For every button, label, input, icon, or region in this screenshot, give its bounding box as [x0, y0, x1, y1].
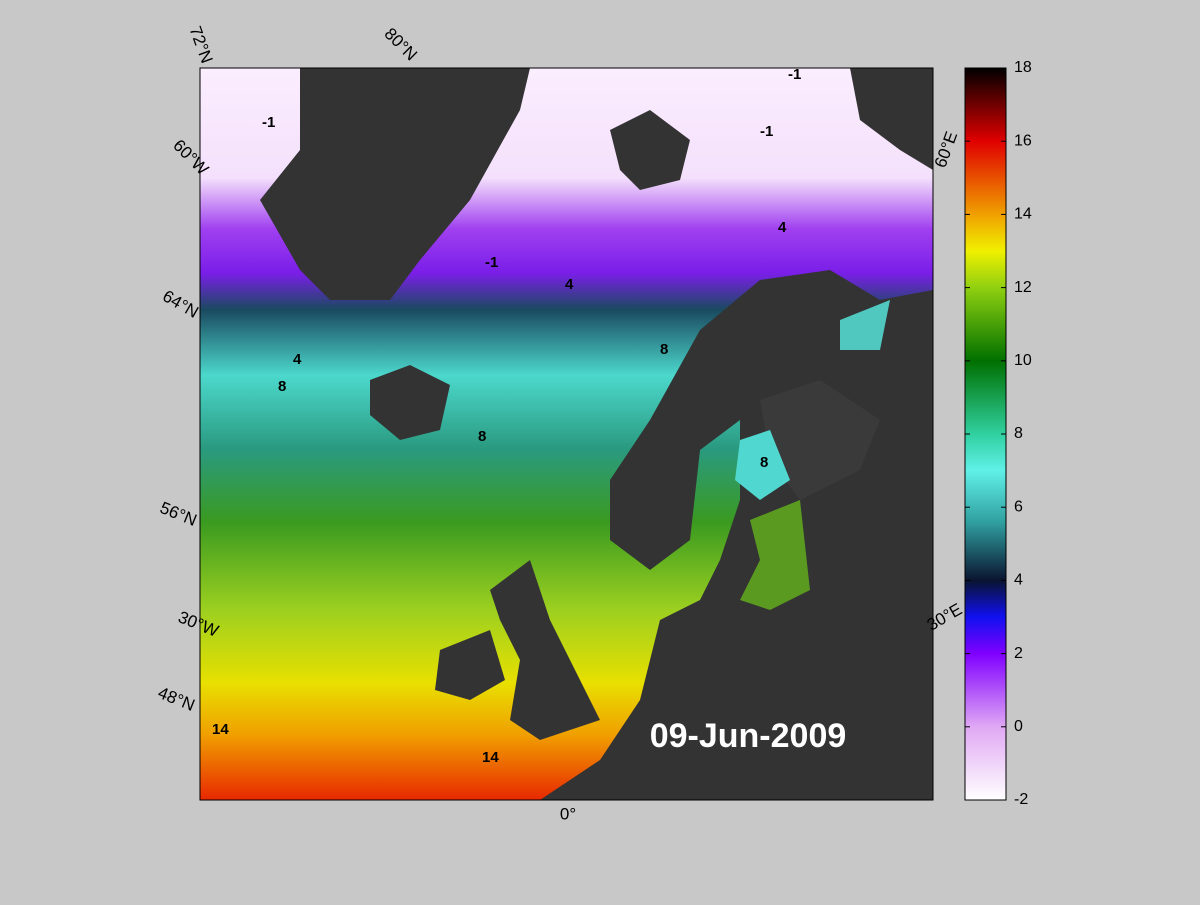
contour-label: 8: [478, 428, 486, 445]
contour-label: 14: [212, 721, 229, 738]
colorbar-tick-label: 6: [1014, 498, 1023, 515]
colorbar-tick-label: 2: [1014, 645, 1023, 662]
graticule-label: 80°N: [381, 24, 421, 64]
colorbar-tick-label: 12: [1014, 279, 1032, 296]
colorbar-tick-label: 16: [1014, 132, 1032, 149]
graticule-label: 60°E: [931, 129, 962, 170]
contour-label: 4: [293, 351, 302, 368]
contour-label: -1: [788, 66, 801, 83]
map: [200, 68, 933, 800]
map-frame: [199, 67, 934, 801]
white-sea: [840, 300, 890, 350]
contour-label: 8: [278, 378, 286, 395]
ireland: [435, 630, 505, 700]
colorbar-tick-label: 14: [1014, 206, 1032, 223]
colorbar-tick-label: 4: [1014, 572, 1023, 589]
gulf-of-bothnia: [735, 430, 790, 500]
contour-label: -1: [485, 254, 498, 271]
baltic-sea: [740, 500, 810, 610]
contour-labels: -1 -1 -1 -1 4 4 4 8 8 8 8 14 14: [212, 66, 801, 766]
colorbar-tick-label: 18: [1014, 59, 1032, 76]
great-britain: [490, 560, 600, 740]
colorbar-tick-label: 8: [1014, 425, 1023, 442]
colorbar-tick-label: 10: [1014, 352, 1032, 369]
colorbar-tick-label: -2: [1014, 791, 1028, 808]
graticule-label: 72°N: [186, 24, 217, 66]
contour-label: 4: [778, 219, 787, 236]
svalbard: [610, 110, 690, 190]
contour-label: 8: [760, 454, 768, 471]
iceland: [370, 365, 450, 440]
graticule-label: 0°: [560, 804, 576, 823]
contour-label: -1: [760, 123, 773, 140]
contour-label: -1: [262, 114, 275, 131]
graticule-label: 56°N: [157, 498, 199, 530]
contour-label: 8: [660, 341, 668, 358]
contour-label: 14: [482, 749, 499, 766]
date-label: 09-Jun-2009: [650, 717, 847, 755]
greenland: [260, 68, 530, 300]
contour-label: 4: [565, 276, 574, 293]
novaya-zemlya: [850, 68, 933, 170]
graticule-label: 48°N: [155, 683, 197, 715]
graticule-label: 64°N: [159, 286, 201, 321]
colorbar-tick-label: 0: [1014, 718, 1023, 735]
colorbar: [964, 67, 1007, 801]
finland: [760, 380, 880, 500]
